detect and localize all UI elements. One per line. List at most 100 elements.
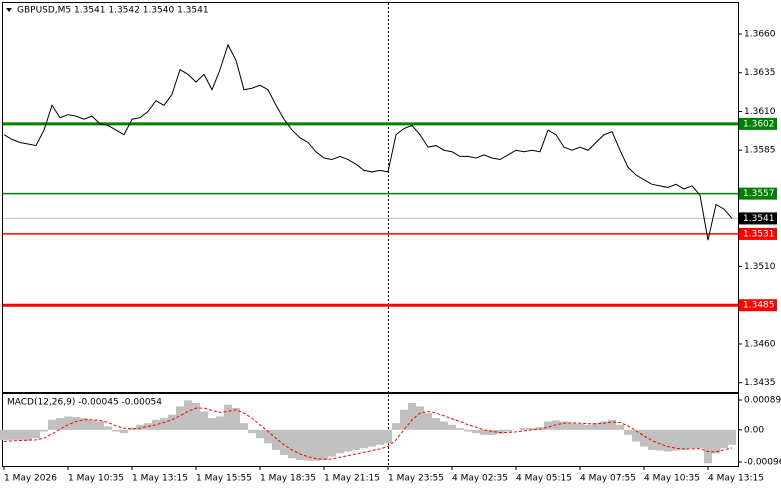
y-tick-label: 1.3585 (744, 146, 776, 156)
price-line (3, 43, 733, 241)
macd-bar (72, 417, 80, 430)
level-label-box (739, 299, 777, 312)
x-tick-label: 4 May 07:55 (580, 474, 636, 484)
macd-bar (640, 429, 648, 447)
y-tick-label: 1.3435 (744, 378, 776, 388)
macd-bar (200, 411, 208, 430)
macd-bar (328, 429, 336, 457)
macd-bar (80, 418, 88, 430)
macd-bar (240, 423, 248, 430)
level-label-box (739, 227, 777, 240)
macd-bar (40, 429, 48, 432)
macd-bar (136, 424, 144, 430)
macd-bar (448, 424, 456, 430)
macd-bar (656, 429, 664, 451)
macd-bar (192, 403, 200, 430)
macd-bar (112, 429, 120, 432)
macd-bar (216, 416, 224, 430)
macd-bar (600, 421, 608, 430)
macd-bar (624, 429, 632, 435)
x-tick-label: 1 May 23:55 (388, 474, 444, 484)
macd-bar (424, 413, 432, 430)
macd-bar (408, 403, 416, 430)
macd-bar (160, 418, 168, 430)
macd-bar (400, 409, 408, 430)
macd-bar (8, 429, 16, 440)
level-label-box (739, 187, 777, 200)
macd-bar (616, 424, 624, 430)
macd-bar (384, 429, 392, 444)
macd-bar (320, 429, 328, 460)
x-tick-label: 1 May 18:35 (260, 474, 316, 484)
macd-bar (368, 429, 376, 447)
x-tick-label: 4 May 10:35 (644, 474, 700, 484)
macd-bar (280, 429, 288, 455)
macd-bar (696, 429, 704, 449)
macd-bar (544, 421, 552, 430)
macd-bar (680, 429, 688, 450)
macd-bar (504, 429, 512, 432)
y-tick-label: 1.3610 (744, 107, 776, 117)
macd-bar (120, 429, 128, 434)
x-tick-label: 4 May 02:35 (452, 474, 508, 484)
macd-bar (704, 429, 712, 464)
macd-bar (104, 426, 112, 430)
x-tick-label: 1 May 21:15 (324, 474, 380, 484)
macd-bar (560, 421, 568, 430)
macd-bar (176, 406, 184, 430)
macd-bar (304, 429, 312, 461)
macd-bar (520, 428, 528, 430)
macd-bar (392, 423, 400, 430)
macd-title: MACD(12,26,9) -0.00045 -0.00054 (7, 398, 162, 408)
macd-bar (128, 428, 136, 430)
macd-bar (312, 429, 320, 461)
current-price-label: 1.3541 (743, 214, 775, 224)
macd-bar (720, 429, 728, 449)
macd-bar (712, 429, 720, 454)
y-tick-label: -0.00096 (744, 457, 781, 467)
symbol-menu-icon (6, 8, 12, 12)
macd-bar (728, 429, 736, 445)
y-tick-label: 1.3510 (744, 262, 776, 272)
x-tick-label: 1 May 15:55 (196, 474, 252, 484)
macd-bar (152, 419, 160, 430)
macd-bar (440, 421, 448, 430)
price-panel-frame (2, 2, 739, 393)
y-tick-label: 1.3460 (744, 339, 776, 349)
macd-bar (232, 408, 240, 430)
macd-bar (96, 421, 104, 430)
y-tick-label: 0.00 (744, 425, 764, 435)
macd-bar (432, 418, 440, 430)
x-tick-label: 1 May 2026 (4, 474, 57, 484)
macd-bar (352, 429, 360, 450)
macd-bar (248, 429, 256, 434)
macd-bar (480, 429, 488, 435)
level-label: 1.3557 (743, 189, 775, 199)
macd-bar (0, 429, 8, 440)
macd-bar (56, 418, 64, 430)
macd-bar (672, 429, 680, 451)
chart-title: GBPUSD,M5 1.3541 1.3542 1.3540 1.3541 (17, 6, 209, 16)
macd-bar (256, 429, 264, 439)
macd-bar (168, 414, 176, 430)
y-tick-label: 0.00089 (744, 396, 781, 406)
macd-bar (528, 428, 536, 430)
current-price-box (739, 212, 777, 225)
macd-bar (376, 429, 384, 445)
level-label: 1.3602 (743, 119, 775, 129)
macd-bar (264, 429, 272, 444)
x-tick-label: 1 May 13:15 (132, 474, 188, 484)
x-tick-label: 1 May 10:35 (68, 474, 124, 484)
macd-bar (344, 429, 352, 452)
x-tick-label: 4 May 05:15 (516, 474, 572, 484)
level-label: 1.3485 (743, 301, 775, 311)
macd-bar (48, 419, 56, 430)
macd-bar (584, 424, 592, 430)
macd-bar (208, 418, 216, 430)
macd-bar (472, 429, 480, 434)
macd-bar (16, 429, 24, 440)
macd-bar (88, 419, 96, 430)
y-tick-label: 1.3660 (744, 29, 776, 39)
macd-bar (184, 400, 192, 430)
